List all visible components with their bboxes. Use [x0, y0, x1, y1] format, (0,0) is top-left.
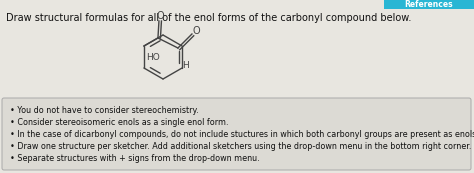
FancyBboxPatch shape	[2, 98, 471, 170]
Text: Draw structural formulas for all of the enol forms of the carbonyl compound belo: Draw structural formulas for all of the …	[6, 13, 411, 23]
Text: HO: HO	[146, 53, 160, 62]
FancyBboxPatch shape	[384, 0, 474, 9]
Text: References: References	[405, 0, 453, 9]
Text: H: H	[182, 61, 189, 70]
Text: O: O	[192, 26, 200, 36]
Text: • In the case of dicarbonyl compounds, do not include stuctures in which both ca: • In the case of dicarbonyl compounds, d…	[10, 130, 474, 139]
Text: • Separate structures with + signs from the drop-down menu.: • Separate structures with + signs from …	[10, 154, 260, 163]
Text: • Draw one structure per sketcher. Add additional sketchers using the drop-down : • Draw one structure per sketcher. Add a…	[10, 142, 471, 151]
Text: • You do not have to consider stereochemistry.: • You do not have to consider stereochem…	[10, 106, 199, 115]
Text: • Consider stereoisomeric enols as a single enol form.: • Consider stereoisomeric enols as a sin…	[10, 118, 228, 127]
Text: O: O	[156, 11, 164, 21]
